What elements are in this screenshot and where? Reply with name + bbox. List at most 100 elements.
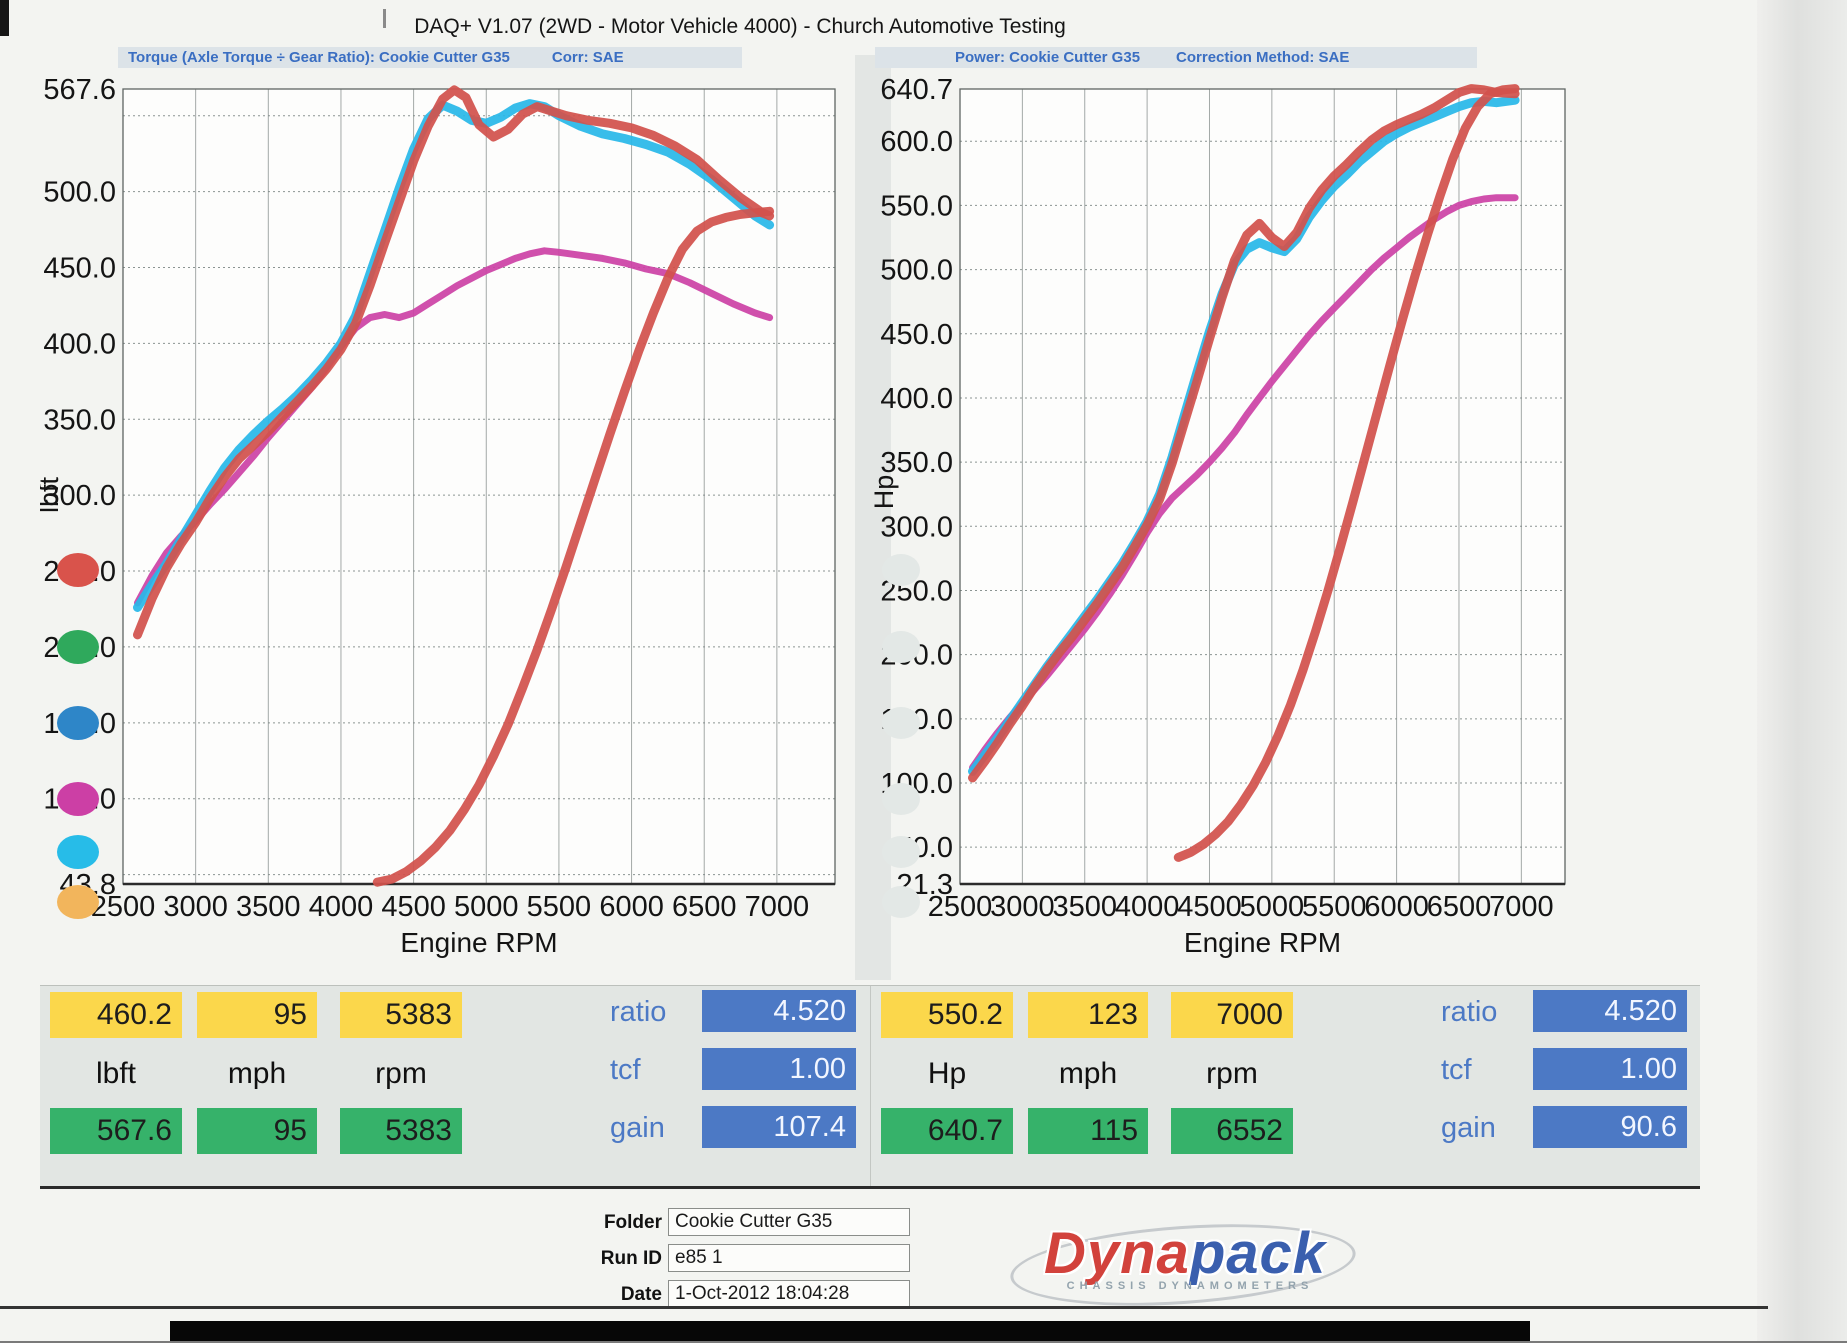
- divider-line: [40, 1186, 1700, 1189]
- y-tick-label: 550.0: [880, 190, 953, 222]
- torque-correction-label: Corr: SAE: [551, 49, 624, 66]
- y-tick-label: 600.0: [880, 126, 953, 158]
- scan-bottom-bar: [170, 1321, 1530, 1341]
- legend-swatch: [882, 836, 920, 868]
- ratio-value: 4.520: [1533, 990, 1687, 1032]
- tcf-value: 1.00: [1533, 1048, 1687, 1090]
- scan-artifact: [0, 0, 9, 36]
- gain-value: 90.6: [1533, 1106, 1687, 1148]
- torque-chart-panel: Torque (Axle Torque ÷ Gear Ratio): Cooki…: [40, 42, 870, 985]
- legend-swatch: [882, 707, 920, 739]
- power-cursor-mph: 123: [1028, 992, 1148, 1038]
- torque-plot: 2500 3000 3500 4000 4500 5000 5500 6000 6500 7000…: [40, 74, 836, 958]
- rpm-unit-label: rpm: [375, 1057, 427, 1090]
- y-tick-label: 350.0: [880, 447, 953, 479]
- y-tick-label: 567.6: [43, 74, 116, 106]
- torque-max-mph: 95: [197, 1108, 317, 1154]
- ratio-label: ratio: [1441, 996, 1498, 1028]
- y-tick-label: 300.0: [43, 480, 116, 512]
- power-chart-panel: Power: Cookie Cutter G35 Correction Meth…: [865, 42, 1715, 985]
- run-id-field-value[interactable]: e85 1: [668, 1244, 910, 1272]
- torque-cursor-mph: 95: [197, 992, 317, 1038]
- y-tick-label: 300.0: [880, 511, 953, 543]
- x-tick-label: 6000: [1364, 891, 1429, 923]
- legend-swatch: [57, 630, 99, 664]
- power-cursor-rpm: 7000: [1171, 992, 1293, 1038]
- gain-value: 107.4: [702, 1106, 856, 1148]
- tcf-label: tcf: [610, 1054, 641, 1086]
- power-correction-label: Correction Method: SAE: [1176, 49, 1350, 66]
- x-tick-label: 4000: [1115, 891, 1180, 923]
- legend-swatch: [882, 886, 920, 918]
- torque-chart-header: Torque (Axle Torque ÷ Gear Ratio): Cooki…: [118, 47, 742, 68]
- x-tick-label: 6000: [599, 891, 664, 923]
- legend-swatch: [882, 783, 920, 815]
- rpm-unit-label: rpm: [1206, 1057, 1258, 1090]
- speed-unit-label: mph: [1058, 1057, 1118, 1090]
- x-tick-label: 4000: [309, 891, 374, 923]
- x-axis-title: Engine RPM: [400, 927, 557, 958]
- x-tick-label: 3000: [990, 891, 1055, 923]
- x-axis-title: Engine RPM: [1184, 927, 1341, 958]
- x-tick-label: 3500: [236, 891, 301, 923]
- torque-unit-label: lbft: [95, 1057, 137, 1090]
- scan-edge-shadow: [1757, 0, 1847, 1343]
- series-gear-pull-power: [1173, 84, 1520, 862]
- tcf-value: 1.00: [702, 1048, 856, 1090]
- folder-field-value[interactable]: Cookie Cutter G35: [668, 1208, 910, 1236]
- series-gear-pull-torque: [372, 206, 775, 887]
- power-chart-header: Power: Cookie Cutter G35 Correction Meth…: [875, 47, 1477, 68]
- x-tick-label: 4500: [381, 891, 446, 923]
- logo-text-pack: pack: [1189, 1221, 1327, 1286]
- torque-stats-table: 460.2 95 5383 lbft mph rpm 567.6 95 5383…: [40, 986, 870, 1186]
- power-max-value: 640.7: [881, 1108, 1013, 1154]
- x-tick-label: 3500: [1052, 891, 1117, 923]
- y-axis-title: Hp: [869, 475, 899, 510]
- legend-swatch: [57, 885, 99, 919]
- footer-divider-line: [0, 1306, 1768, 1309]
- x-tick-label: 5500: [527, 891, 592, 923]
- power-max-rpm: 6552: [1171, 1108, 1293, 1154]
- legend-swatch: [57, 835, 99, 869]
- y-tick-label: 640.7: [880, 74, 953, 106]
- series-baseline-torque: [134, 247, 774, 607]
- power-chart-title: Power: Cookie Cutter G35: [955, 49, 1141, 66]
- ratio-value: 4.520: [702, 990, 856, 1032]
- torque-max-rpm: 5383: [340, 1108, 462, 1154]
- scan-bottom-edge: [0, 1341, 1847, 1343]
- legend-swatch: [882, 554, 920, 586]
- y-tick-label: 500.0: [43, 177, 116, 209]
- x-tick-label: 4500: [1177, 891, 1242, 923]
- x-tick-label: 5000: [454, 891, 519, 923]
- x-tick-label: 6500: [1427, 891, 1492, 923]
- gain-label: gain: [610, 1112, 665, 1144]
- y-tick-label: 350.0: [43, 404, 116, 436]
- y-axis-title: lbft: [40, 476, 64, 513]
- power-max-mph: 115: [1028, 1108, 1148, 1154]
- date-field-value[interactable]: 1-Oct-2012 18:04:28: [668, 1280, 910, 1308]
- legend-swatch: [57, 553, 99, 587]
- y-tick-label: 400.0: [880, 383, 953, 415]
- logo-text-dyna: Dyna: [1043, 1221, 1190, 1286]
- power-plot: 2500300035004000450050005500600065007000…: [869, 74, 1566, 958]
- legend-swatch: [882, 631, 920, 663]
- gain-label: gain: [1441, 1112, 1496, 1144]
- run-id-field-label: Run ID: [600, 1248, 662, 1269]
- x-tick-label: 3000: [163, 891, 228, 923]
- x-tick-label: 5000: [1240, 891, 1305, 923]
- series-baseline-power: [969, 194, 1519, 772]
- page-title: DAQ+ V1.07 (2WD - Motor Vehicle 4000) - …: [414, 15, 1066, 38]
- x-tick-label: 7000: [745, 891, 810, 923]
- tcf-label: tcf: [1441, 1054, 1472, 1086]
- folder-field-label: Folder: [603, 1212, 662, 1233]
- torque-max-value: 567.6: [50, 1108, 182, 1154]
- x-tick-label: 6500: [672, 891, 737, 923]
- dynapack-logo: Dynapack CHASSIS DYNAMOMETERS: [1000, 1214, 1370, 1316]
- stats-panel: 460.2 95 5383 lbft mph rpm 567.6 95 5383…: [40, 985, 1700, 1186]
- series-run-torque-red: [133, 85, 775, 640]
- date-field-label: Date: [620, 1284, 662, 1305]
- power-stats-table: 550.2 123 7000 Hp mph rpm 640.7 115 6552…: [870, 986, 1701, 1186]
- power-cursor-value: 550.2: [881, 992, 1013, 1038]
- logo-tagline: CHASSIS DYNAMOMETERS: [1066, 1280, 1314, 1292]
